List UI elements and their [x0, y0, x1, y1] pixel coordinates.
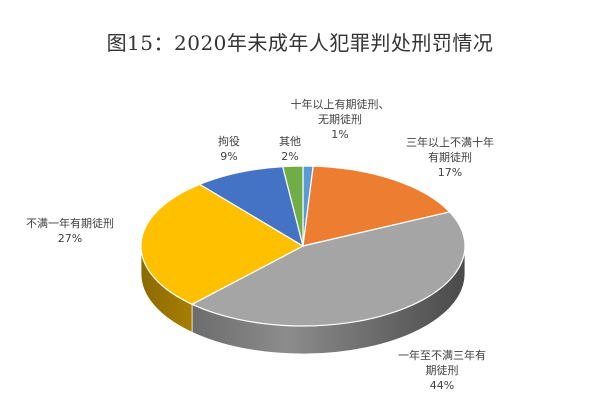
pie-label-5: 其他 2%: [279, 135, 301, 163]
pie-label-1: 三年以上不满十年有期徒刑 17%: [406, 135, 494, 179]
pie-slice-5: [281, 165, 304, 247]
pie-label-2: 一年至不满三年有期徒刑 44%: [398, 348, 486, 392]
chart-title: 图15：2020年未成年人犯罪判处刑罚情况: [106, 31, 494, 55]
pie-slice-3: [140, 183, 305, 305]
pie-label-4: 拘役 9%: [218, 134, 240, 163]
pie-label-3: 不满一年有期徒刑 27%: [26, 216, 114, 245]
pie-slice-1: [302, 165, 451, 247]
pie-slice-4: [198, 166, 304, 248]
pie-labels: 十年以上有期徒刑、无期徒刑 1% 三年以上不满十年有期徒刑 17% 一年至不满三年有期徒…: [26, 97, 494, 392]
pie-label-0: 十年以上有期徒刑、无期徒刑 1%: [291, 97, 390, 141]
pie-slice-2: [190, 211, 466, 327]
pie-slices: [140, 165, 466, 327]
